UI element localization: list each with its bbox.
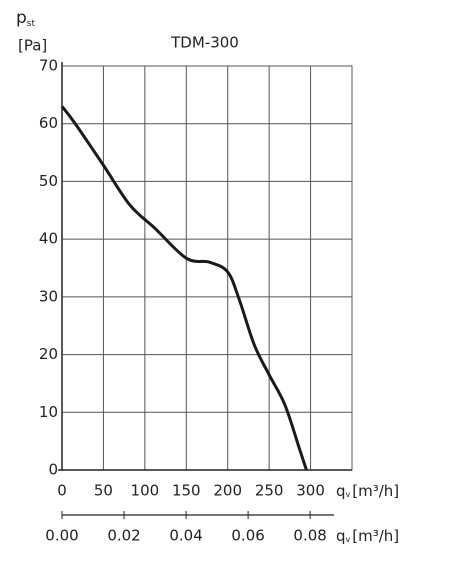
y-tick-label: 30 <box>39 287 58 305</box>
y-tick-label: 60 <box>39 114 58 132</box>
y-unit: [Pa] <box>18 37 47 55</box>
chart-title: TDM-300 <box>170 34 239 52</box>
x2-tick-label: 0.02 <box>107 527 140 545</box>
curve <box>60 105 308 471</box>
x2-tick-label: 0.08 <box>293 527 326 545</box>
x2-tick-label: 0.06 <box>231 527 264 545</box>
y-label: pst <box>16 8 35 29</box>
y-tick-label: 0 <box>48 461 58 479</box>
x-tick-label: 150 <box>172 482 201 500</box>
x-label: qv [m³/h] <box>336 482 399 500</box>
x2-tick-label: 0.04 <box>169 527 202 545</box>
x2-label: qv [m³/h] <box>336 527 399 545</box>
y-tick-label: 20 <box>39 345 58 363</box>
x-tick-label: 100 <box>131 482 160 500</box>
plot-frame <box>61 65 353 471</box>
y-tick-label: 70 <box>39 57 58 75</box>
x-tick-label: 300 <box>296 482 325 500</box>
x-tick-label: 250 <box>255 482 284 500</box>
y-tick-label: 10 <box>39 403 58 421</box>
x-tick-label: 0 <box>57 482 67 500</box>
y-tick-label: 40 <box>39 230 58 248</box>
x-tick-label: 200 <box>213 482 242 500</box>
x-tick-label: 50 <box>94 482 113 500</box>
y-tick-label: 50 <box>39 172 58 190</box>
x2-tick-label: 0.00 <box>45 527 78 545</box>
